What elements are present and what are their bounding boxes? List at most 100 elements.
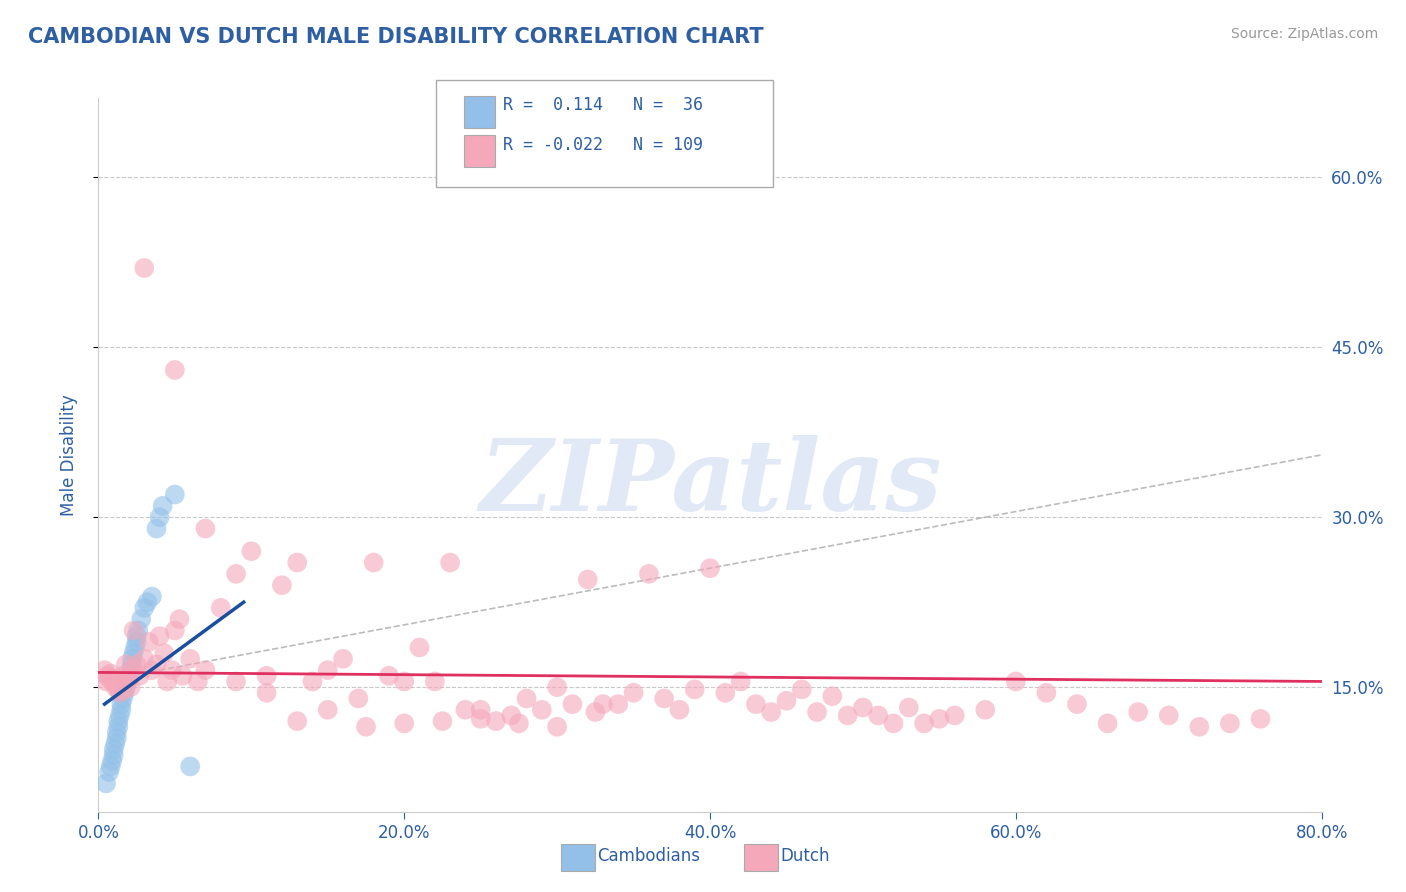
Point (104, 680, 127, 694)
Point (156, 674, 179, 689)
Point (256, 669, 278, 683)
Point (179, 652, 201, 666)
Point (110, 697, 132, 711)
Point (105, 731, 128, 745)
Point (111, 669, 134, 683)
Point (122, 624, 145, 638)
Point (111, 691, 134, 706)
Point (194, 522, 217, 536)
Point (285, 556, 308, 570)
Point (134, 600, 156, 615)
Point (423, 674, 446, 689)
Point (1188, 720, 1211, 734)
Point (683, 682, 706, 697)
Point (652, 691, 675, 706)
Point (103, 748, 125, 763)
Point (775, 694, 797, 708)
Point (129, 612, 152, 626)
Point (160, 663, 183, 677)
Point (759, 705, 782, 719)
Text: R =  0.114   N =  36: R = 0.114 N = 36 (503, 96, 703, 114)
Point (790, 682, 813, 697)
Point (576, 573, 599, 587)
Text: ZIPatlas: ZIPatlas (479, 435, 941, 532)
Point (623, 686, 645, 700)
Point (454, 703, 477, 717)
Point (120, 680, 142, 694)
Point (363, 556, 385, 570)
Point (270, 578, 292, 592)
Point (912, 716, 935, 731)
Point (107, 714, 129, 728)
Point (97, 669, 120, 683)
Point (546, 680, 568, 694)
Point (145, 522, 167, 536)
Point (125, 635, 148, 649)
Point (136, 595, 159, 609)
Point (105, 725, 128, 739)
Point (115, 680, 138, 694)
Point (100, 759, 122, 773)
Point (897, 700, 920, 714)
Point (546, 720, 568, 734)
Point (868, 708, 890, 723)
Point (194, 663, 217, 677)
Point (378, 669, 401, 683)
Point (163, 363, 186, 377)
Point (592, 697, 614, 711)
Point (128, 669, 150, 683)
Point (122, 646, 145, 660)
Point (316, 703, 339, 717)
Point (145, 657, 167, 672)
Point (141, 590, 163, 604)
Point (134, 652, 156, 666)
Point (101, 754, 124, 768)
Point (806, 705, 828, 719)
Point (94, 776, 117, 790)
Point (125, 657, 148, 672)
Point (112, 682, 135, 697)
Point (470, 712, 492, 726)
Point (93, 663, 115, 677)
Point (107, 682, 129, 697)
Point (117, 674, 139, 689)
Point (354, 720, 377, 734)
Point (316, 663, 339, 677)
Point (118, 669, 141, 683)
Point (852, 700, 875, 714)
Point (225, 566, 247, 581)
Point (485, 714, 508, 728)
Point (187, 674, 209, 689)
Point (1249, 712, 1271, 726)
Point (127, 624, 149, 638)
Point (172, 669, 194, 683)
Point (125, 629, 148, 643)
Point (120, 663, 142, 677)
Point (1157, 708, 1180, 723)
Point (392, 716, 416, 731)
Y-axis label: Male Disability: Male Disability (59, 394, 77, 516)
Point (745, 697, 768, 711)
Point (152, 499, 174, 513)
Point (101, 674, 124, 689)
Point (837, 708, 859, 723)
Point (928, 712, 950, 726)
Point (141, 663, 163, 677)
Point (1035, 686, 1057, 700)
Text: Cambodians: Cambodians (598, 847, 700, 865)
Point (285, 714, 308, 728)
Point (169, 612, 191, 626)
Point (117, 674, 139, 689)
Point (301, 674, 323, 689)
Point (108, 686, 131, 700)
Point (1004, 674, 1026, 689)
Point (439, 556, 461, 570)
Point (561, 697, 583, 711)
Point (98, 671, 121, 685)
Point (974, 703, 997, 717)
Point (470, 703, 492, 717)
Point (256, 686, 278, 700)
Text: CAMBODIAN VS DUTCH MALE DISABILITY CORRELATION CHART: CAMBODIAN VS DUTCH MALE DISABILITY CORRE… (28, 27, 763, 46)
Point (530, 703, 553, 717)
Text: Source: ZipAtlas.com: Source: ZipAtlas.com (1230, 27, 1378, 41)
